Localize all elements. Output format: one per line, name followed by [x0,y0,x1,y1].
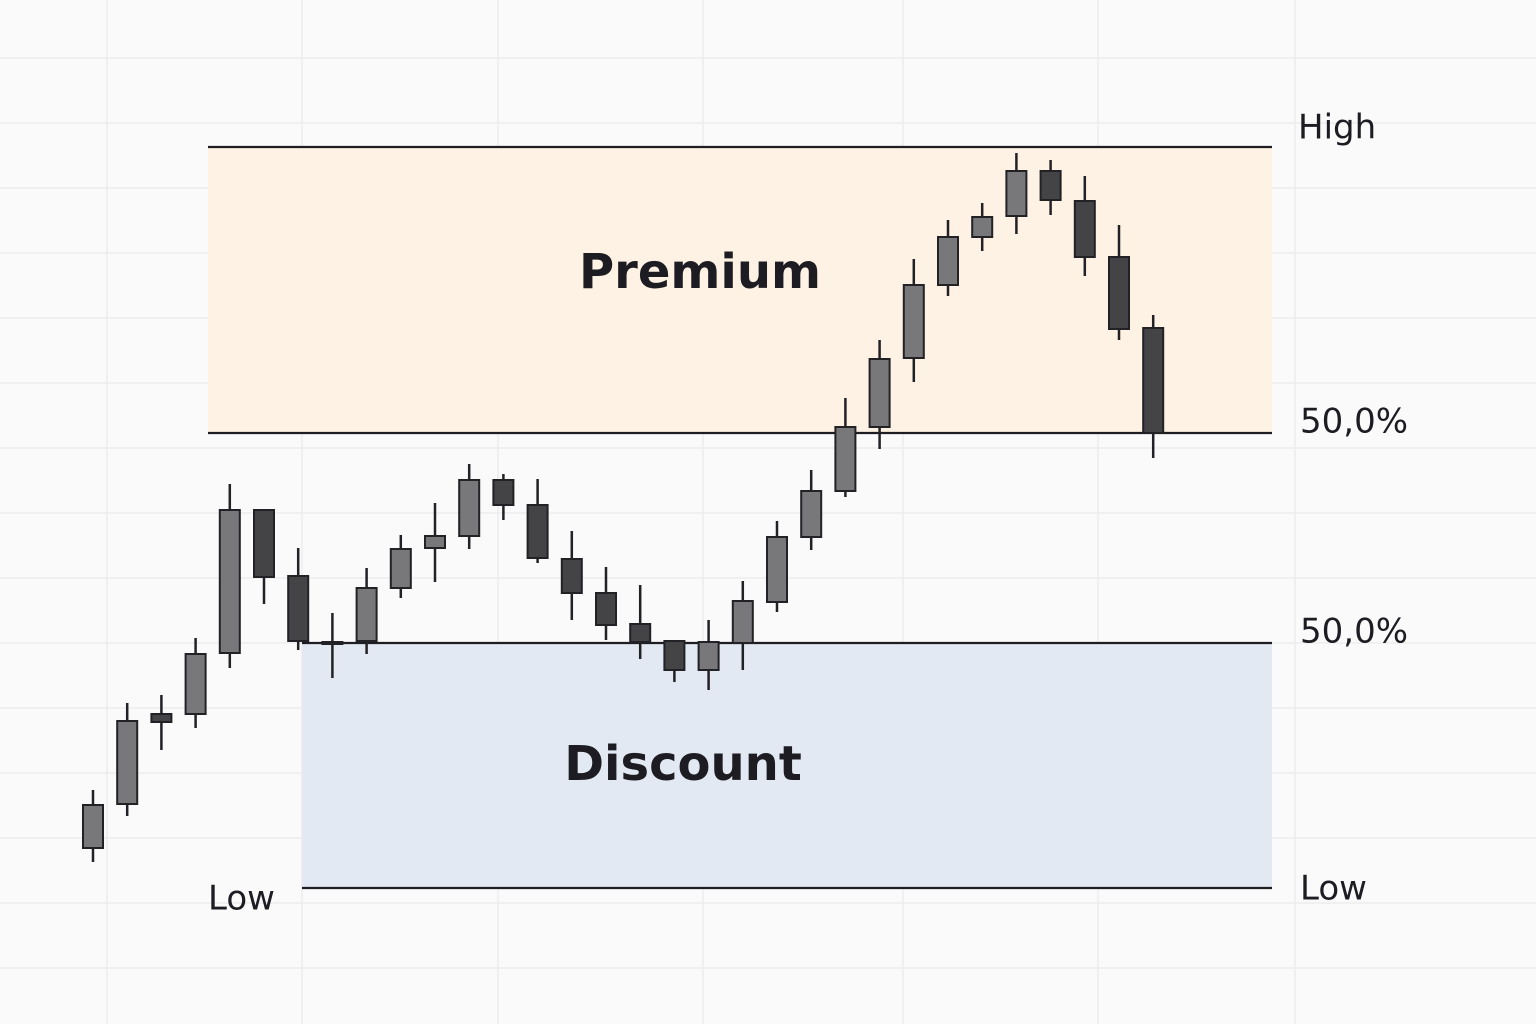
candle-body [218,509,241,654]
candle-body [731,600,754,644]
candle-body [629,623,652,643]
low-label: Low [208,879,275,919]
candle-body [971,216,994,238]
candle-body [663,640,686,671]
candle-body [560,558,583,594]
candle-body [766,536,788,603]
candle-body [937,236,959,286]
discount-zone [302,643,1272,888]
candle-body [902,284,925,359]
candle-body [1039,170,1062,201]
zone-label: Premium [579,244,821,300]
candle-body [458,479,481,537]
candle-body [1108,256,1130,330]
level-label: Low [1300,869,1367,909]
level-label: 50,0% [1300,612,1408,652]
level-label: 50,0% [1300,402,1408,442]
level-label: High [1298,108,1376,148]
candle-body [424,535,446,549]
candle-body [116,720,139,805]
candle-body [321,641,344,645]
premium-zone [208,147,1272,433]
candle-body [1005,170,1028,217]
zone-label: Discount [564,736,802,792]
candle-body [492,479,515,506]
candle-body [526,504,549,559]
candle-body [834,426,857,492]
candle-body [82,804,104,849]
candle-body [150,713,173,723]
candle-body [184,653,207,715]
candle-body [697,641,720,671]
candle-body [595,592,617,626]
candle-body [355,587,378,642]
candle-body [800,490,823,538]
candle-body [253,509,275,578]
candle-body [868,358,891,428]
candle-body [1073,200,1096,258]
candle-body [1142,327,1165,434]
candle-body [389,548,412,589]
candle-body [287,575,310,642]
